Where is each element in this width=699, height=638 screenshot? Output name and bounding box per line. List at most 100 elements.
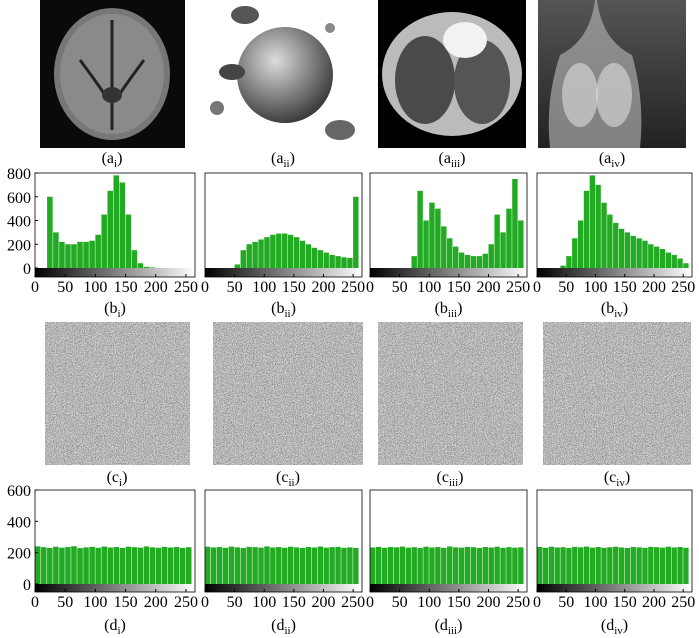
histogram-bar xyxy=(648,244,654,268)
x-tick-label: 200 xyxy=(476,279,500,296)
histogram-bar xyxy=(447,238,453,268)
label-subscript: i xyxy=(117,625,120,637)
label-text: (d xyxy=(601,617,614,634)
label-text: ) xyxy=(623,300,628,317)
histogram-bar xyxy=(470,547,477,584)
histogram-bar xyxy=(405,547,411,584)
plot-frame xyxy=(34,172,196,278)
encrypted-image xyxy=(45,322,190,465)
histogram-bar xyxy=(659,547,666,584)
y-tick-label: 800 xyxy=(7,166,31,183)
histogram-bar xyxy=(482,253,488,268)
x-tick-label: 0 xyxy=(366,279,374,296)
x-tick-label: 150 xyxy=(114,279,138,296)
label-text: (a xyxy=(439,150,451,167)
histogram-bar xyxy=(566,547,572,584)
x-tick-label: 150 xyxy=(282,279,306,296)
histogram-bar xyxy=(659,249,666,268)
x-tick-label: 200 xyxy=(144,594,168,611)
x-tick-label: 200 xyxy=(642,594,666,611)
label-subscript: iv xyxy=(614,625,623,637)
histogram-bar xyxy=(323,547,329,584)
histogram-bar xyxy=(500,232,506,268)
x-tick-label: 100 xyxy=(83,279,107,296)
histogram-bar xyxy=(258,547,264,584)
histogram-bar xyxy=(411,256,417,268)
histogram-bar xyxy=(560,265,566,268)
histogram-bar xyxy=(441,226,447,268)
histogram-bar xyxy=(494,214,500,268)
histogram-bar xyxy=(185,547,192,584)
histogram-bar xyxy=(131,547,138,584)
histogram-bar xyxy=(101,214,107,268)
histogram-bar xyxy=(375,546,382,584)
intensity-colorbar xyxy=(35,584,195,592)
label-subscript: ii xyxy=(288,477,294,489)
label-text: ) xyxy=(458,469,463,486)
histogram-bar xyxy=(624,547,631,584)
histogram-bar xyxy=(429,547,435,584)
label-text: ) xyxy=(457,300,462,317)
label-text: ) xyxy=(121,617,126,634)
intensity-colorbar xyxy=(35,268,195,277)
intensity-colorbar xyxy=(205,268,362,277)
histogram-bar xyxy=(370,547,376,584)
encrypted-image xyxy=(543,322,691,465)
histogram-bar xyxy=(665,252,672,268)
x-tick-label: 0 xyxy=(201,594,209,611)
histogram-bar xyxy=(305,244,312,268)
histogram-bar xyxy=(353,196,359,268)
histogram-bar xyxy=(583,546,590,584)
histogram-bar xyxy=(210,547,217,584)
histogram-bar xyxy=(59,241,65,268)
histogram-bar xyxy=(399,546,406,584)
label-text: (b xyxy=(601,300,614,317)
label-text: ) xyxy=(457,617,462,634)
histogram-bar xyxy=(618,547,625,584)
histogram-bar xyxy=(642,240,648,268)
y-tick-label: 400 xyxy=(7,514,31,531)
histogram-bar xyxy=(149,267,156,268)
plot-frame xyxy=(204,172,363,278)
histogram-bar xyxy=(329,254,335,268)
histogram-bar xyxy=(341,547,347,584)
label-subscript: iii xyxy=(451,158,460,170)
histogram-bar xyxy=(512,547,518,584)
histogram-bar xyxy=(240,547,246,584)
virus-image xyxy=(205,0,360,148)
label-text: (b xyxy=(271,300,284,317)
panel-label: (diii) xyxy=(435,617,463,637)
label-text: ) xyxy=(121,300,126,317)
histogram-bar xyxy=(234,264,241,268)
histogram-bar xyxy=(137,547,144,584)
histogram-bar xyxy=(240,250,246,268)
histogram-bar xyxy=(287,234,294,268)
label-subscript: iv xyxy=(614,308,623,320)
histogram-bar xyxy=(435,547,441,584)
x-tick-label: 100 xyxy=(252,594,276,611)
plot-frame xyxy=(369,489,528,593)
histogram-bar xyxy=(613,546,619,584)
histogram-bar xyxy=(89,546,95,584)
histogram-bar xyxy=(452,547,459,584)
histogram-bar xyxy=(464,254,471,268)
histogram-bar xyxy=(317,546,323,584)
histogram-bar xyxy=(423,546,429,584)
y-tick-label: 600 xyxy=(7,483,31,500)
histogram-bar xyxy=(270,234,276,268)
histogram-bar xyxy=(494,546,500,584)
histogram-bar xyxy=(572,546,578,584)
histogram-bar xyxy=(506,208,512,268)
histogram-bar xyxy=(607,547,613,584)
x-tick-label: 50 xyxy=(392,594,408,611)
x-tick-label: 0 xyxy=(533,279,541,296)
histogram-bar xyxy=(125,214,132,268)
x-tick-label: 150 xyxy=(447,279,471,296)
histogram-bar xyxy=(77,548,83,584)
label-subscript: i xyxy=(114,158,117,170)
label-text: (d xyxy=(271,617,284,634)
histogram-bar xyxy=(131,250,138,268)
plot-frame xyxy=(369,172,528,278)
histogram-bar xyxy=(677,258,683,268)
